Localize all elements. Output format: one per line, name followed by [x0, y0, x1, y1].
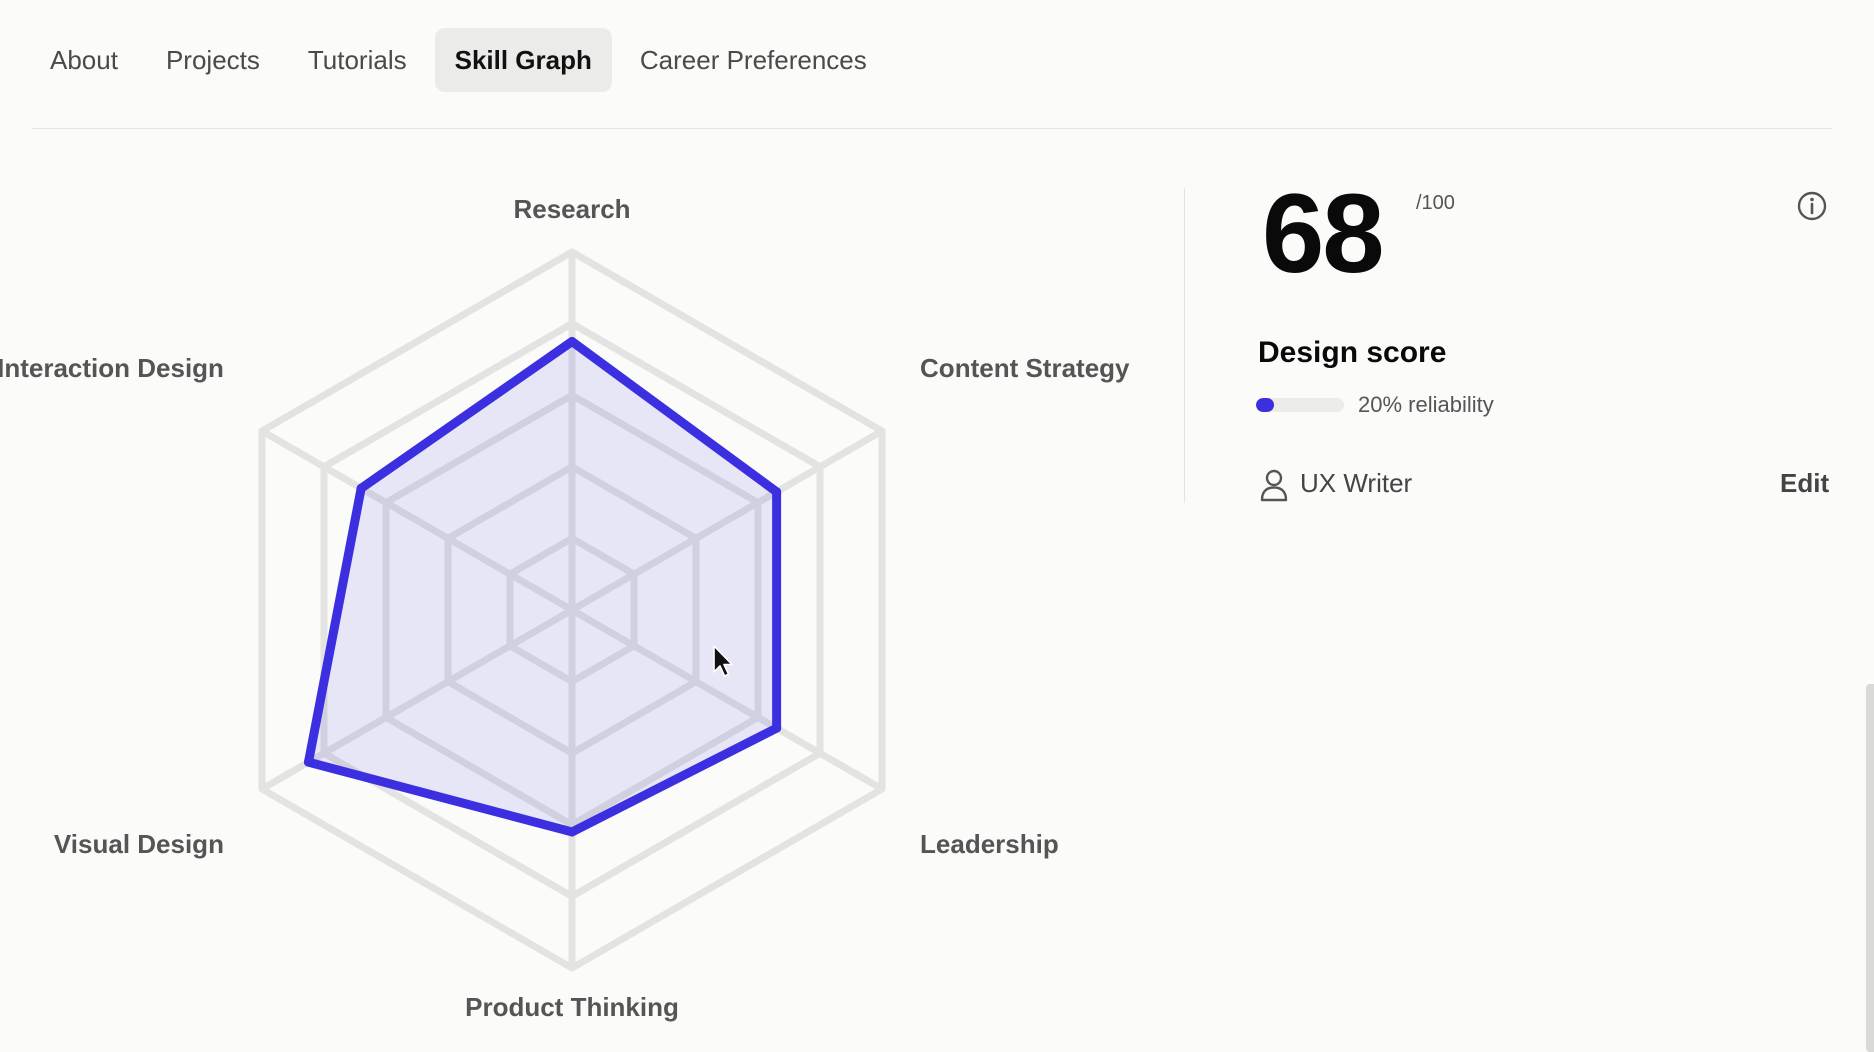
radar-spoke-2: [570, 606, 884, 793]
reliability-label: 20% reliability: [1358, 392, 1494, 417]
radar-series: [303, 337, 782, 837]
axis-label-content-strategy: Content Strategy: [920, 353, 1130, 383]
radar-point-2: [772, 723, 782, 733]
radar-spoke-1: [570, 427, 884, 614]
reliability-bar: [1256, 398, 1344, 412]
tab-bar: About Projects Tutorials Skill Graph Car…: [30, 28, 887, 92]
tab-about[interactable]: About: [50, 45, 118, 75]
tab-divider: [32, 128, 1832, 129]
tab-career-preferences[interactable]: Career Preferences: [639, 45, 867, 75]
axis-label-interaction-design: Interaction Design: [0, 353, 224, 383]
tab-skill-graph[interactable]: Skill Graph: [434, 28, 612, 92]
tab-tutorials[interactable]: Tutorials: [307, 45, 407, 75]
reliability-bar-fill: [1256, 398, 1274, 412]
axis-label-research: Research: [513, 194, 631, 224]
person-icon: [1260, 469, 1288, 502]
design-score-title: Design score: [1258, 336, 1447, 369]
edit-role-button[interactable]: Edit: [1780, 468, 1830, 498]
axis-label-leadership: Leadership: [920, 829, 1059, 859]
panel-divider: [1184, 188, 1185, 503]
radar-point-4: [303, 757, 313, 767]
radar-point-5: [356, 483, 366, 493]
scrollbar[interactable]: [1866, 684, 1874, 1052]
radar-point-0: [567, 337, 577, 346]
radar-series-area: [303, 337, 782, 837]
tab-projects[interactable]: Projects: [165, 45, 260, 75]
skill-radar-chart: Research Content Strategy Leadership Pro…: [0, 150, 1150, 1050]
design-score-value: 68: [1262, 171, 1385, 296]
axis-label-product-thinking: Product Thinking: [465, 992, 679, 1022]
radar-svg: [258, 248, 886, 972]
design-score-max: /100: [1416, 192, 1455, 214]
radar-spoke-5: [260, 427, 574, 614]
mouse-pointer-icon: [713, 645, 733, 677]
role-label: UX Writer: [1300, 468, 1413, 498]
radar-point-1: [772, 487, 782, 497]
axis-label-visual-design: Visual Design: [53, 829, 224, 859]
info-icon[interactable]: [1796, 190, 1828, 222]
radar-point-3: [567, 827, 577, 837]
